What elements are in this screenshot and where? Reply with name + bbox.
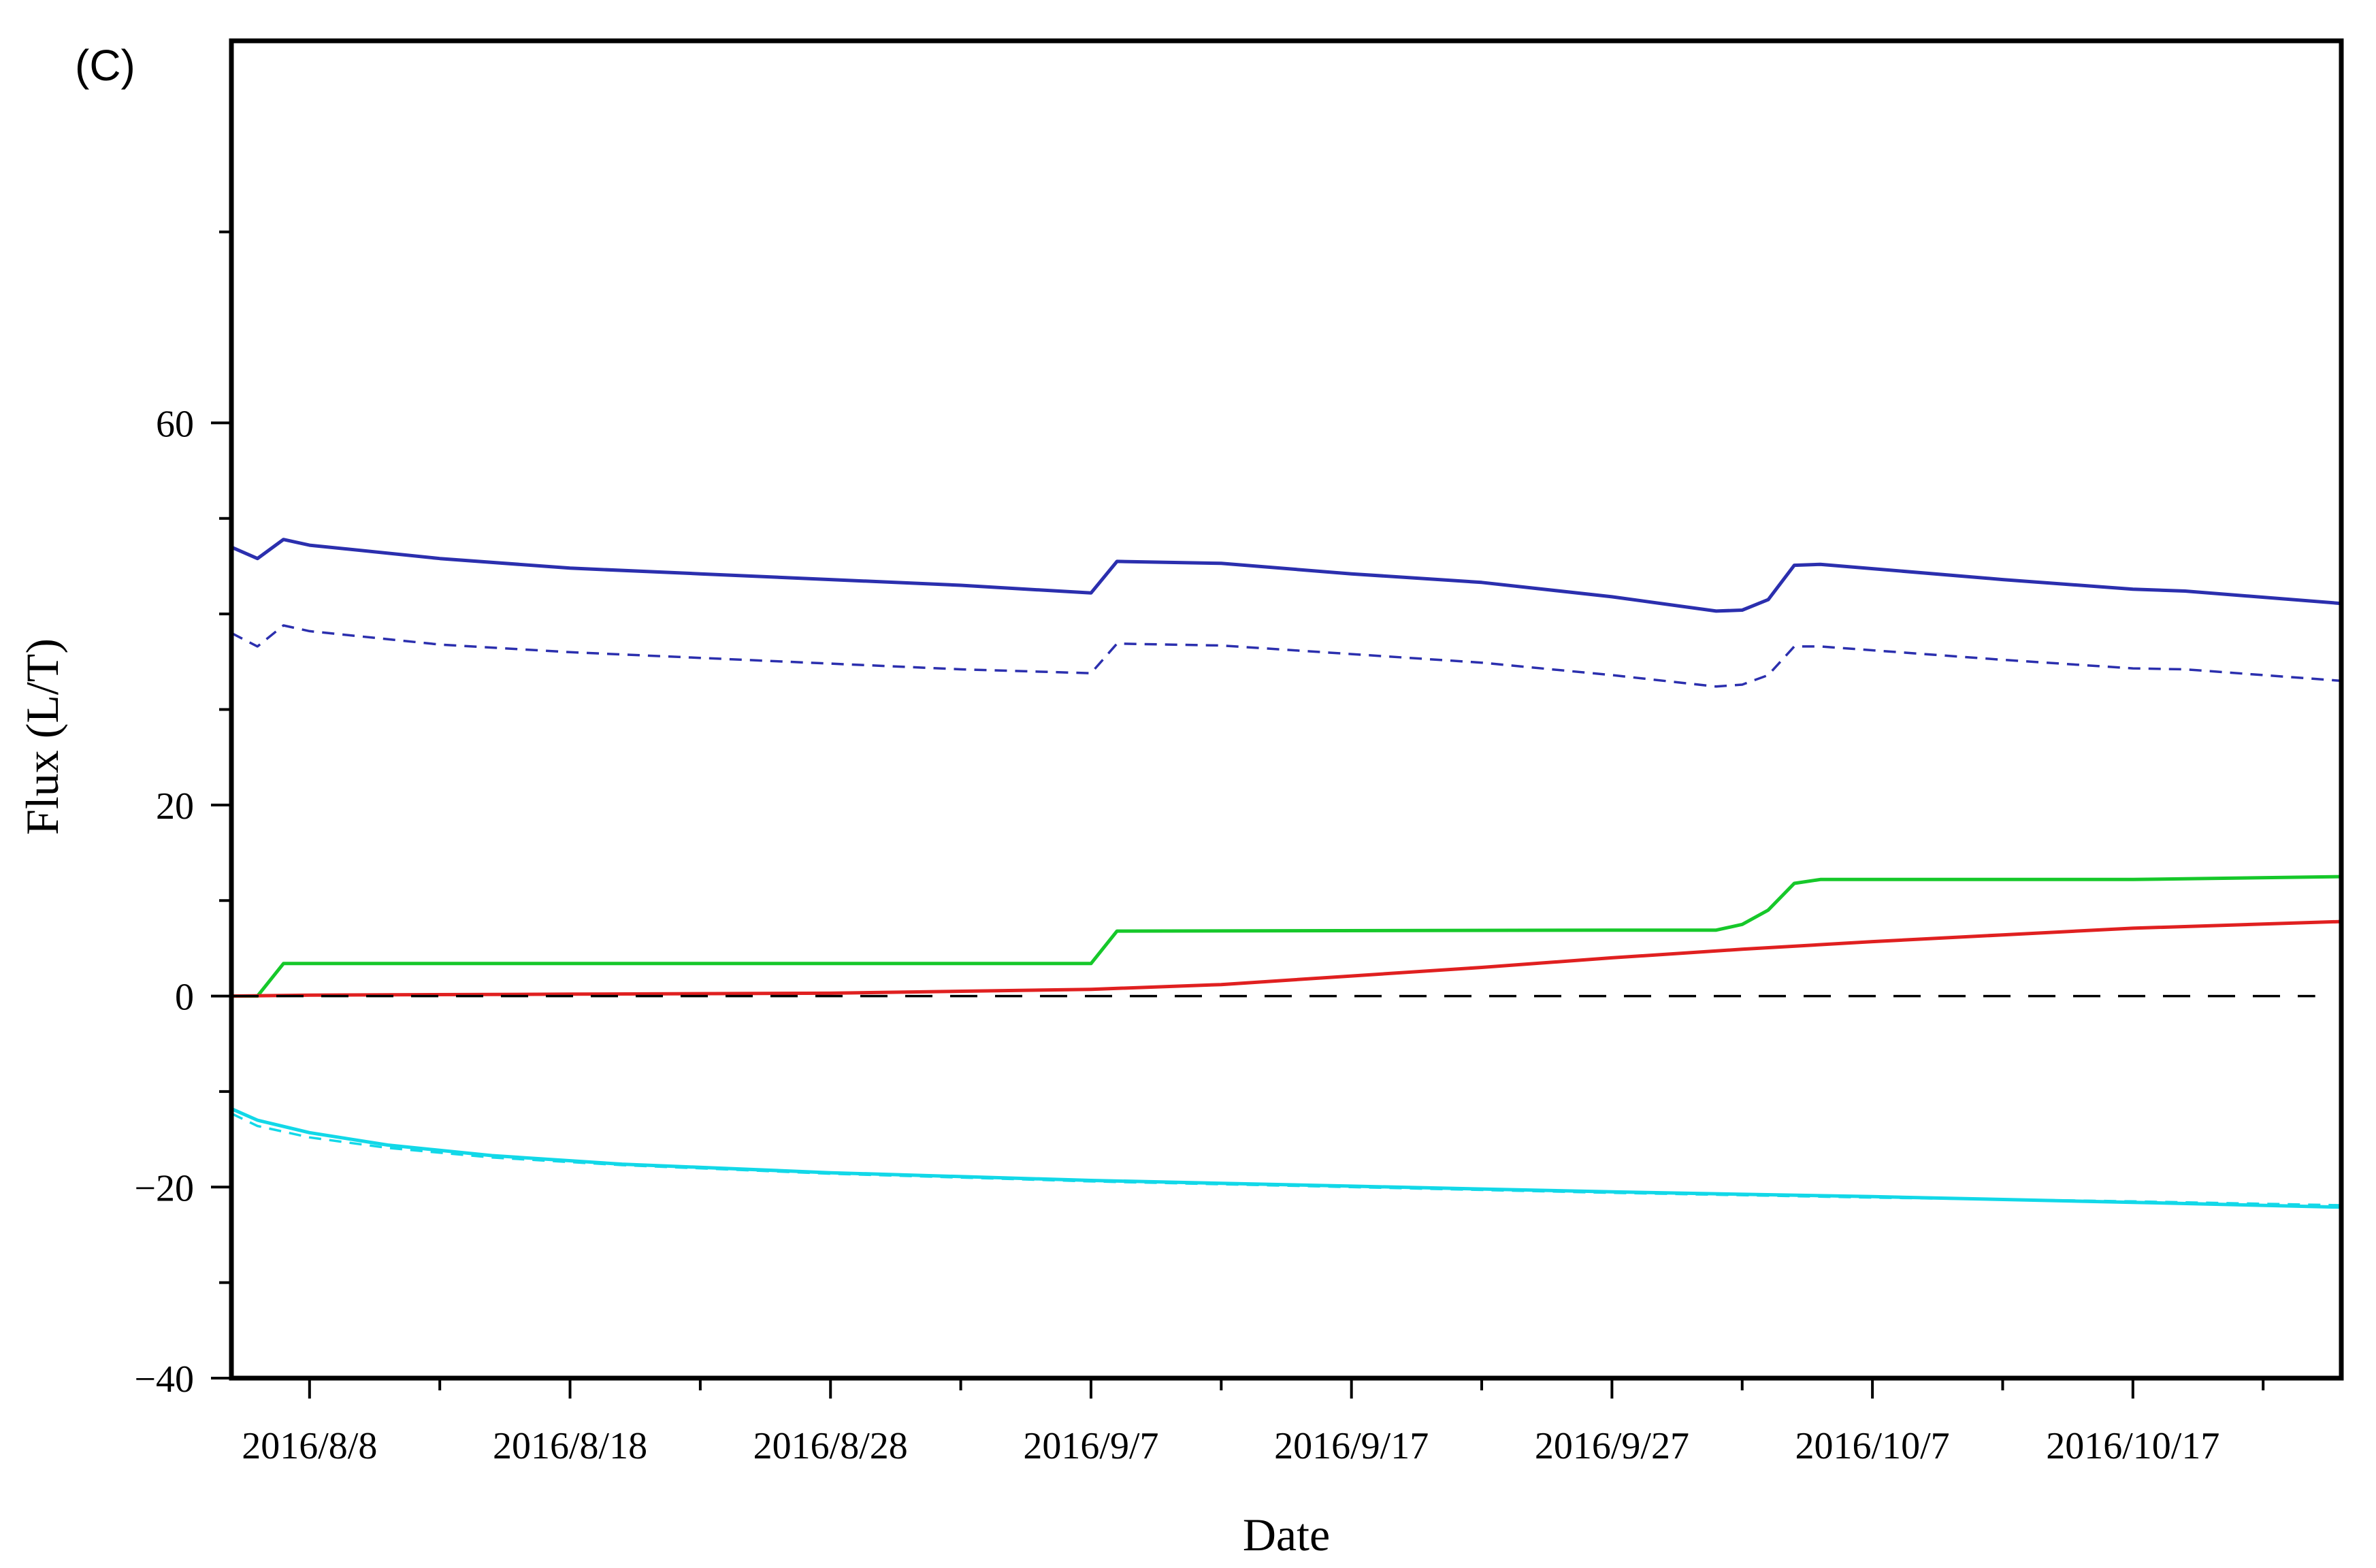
y-tick-label: 0	[175, 977, 194, 1019]
series-line-3	[231, 875, 2342, 998]
x-tick-label: 2016/9/17	[1274, 1425, 1429, 1467]
axis-layer: 60 20 0 −20 −40 2016/8/8 2016/8/18 2016/8/28 201…	[134, 230, 2265, 1467]
y-tick-label: 60	[156, 403, 194, 445]
series-line-7	[231, 1112, 2342, 1207]
x-axis-title: Date	[1243, 1509, 1330, 1561]
y-axis-title: Flux (L/T)	[16, 638, 68, 835]
series-line-4	[231, 919, 2342, 998]
series-line-1	[230, 538, 2342, 613]
x-tick-label: 2016/9/7	[1023, 1425, 1158, 1467]
y-tick-label: −40	[134, 1358, 194, 1401]
x-tick-label: 2016/8/28	[753, 1425, 908, 1467]
y-tick-label: 20	[156, 785, 194, 828]
series-line-2	[231, 624, 2342, 688]
x-tick-label: 2016/10/17	[2046, 1425, 2219, 1467]
x-tick-label: 2016/9/27	[1535, 1425, 1689, 1467]
panel-label: (C)	[75, 41, 135, 90]
series-layer	[230, 538, 2342, 1209]
x-tick-label: 2016/8/8	[242, 1425, 377, 1467]
plot-frame	[229, 38, 2344, 1381]
x-tick-label: 2016/8/18	[493, 1425, 647, 1467]
series-line-6	[230, 1107, 2342, 1209]
x-tick-label: 2016/10/7	[1795, 1425, 1950, 1467]
y-tick-label: −20	[134, 1167, 194, 1209]
